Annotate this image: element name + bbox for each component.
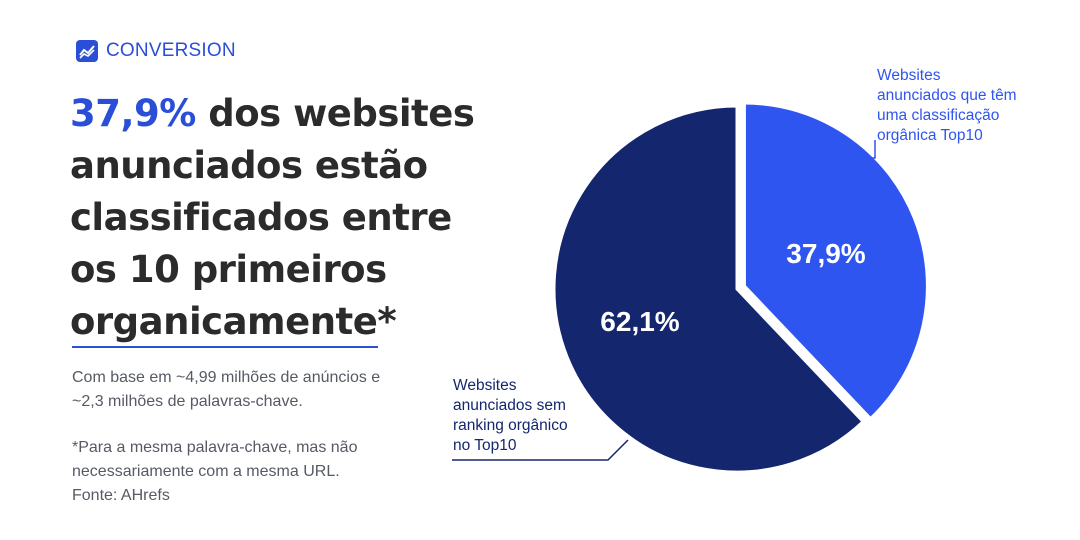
brand-name: CONVERSION [106, 40, 236, 61]
data-basis-note: Com base em ~4,99 milhões de anúncios e … [72, 369, 381, 410]
brand-logo: CONVERSION [76, 40, 236, 62]
footnote-block: *Para a mesma palavra-chave, mas não nec… [72, 436, 412, 508]
headline: 37,9% dos websites anunciados estão clas… [70, 88, 500, 348]
leader-line-top10 [862, 140, 876, 159]
callout-label-top10: Websites anunciados que têm uma classifi… [877, 67, 1021, 144]
leader-line-no-top10 [452, 439, 629, 461]
slice-top10 [742, 101, 929, 421]
source-note: Fonte: AHrefs [72, 487, 170, 504]
divider [72, 346, 378, 348]
callout-label-no-top10: Websites anunciados sem ranking orgânico… [453, 377, 572, 454]
headline-text: dos websites anunciados estão classifica… [70, 92, 475, 343]
footnote: *Para a mesma palavra-chave, mas não nec… [72, 439, 358, 480]
slice-value-top10: 37,9% [786, 238, 865, 269]
chart-trend-icon [76, 40, 98, 62]
headline-highlight: 37,9% [70, 92, 196, 135]
slice-value-no-top10: 62,1% [600, 306, 679, 337]
slice-no-top10 [552, 104, 866, 474]
